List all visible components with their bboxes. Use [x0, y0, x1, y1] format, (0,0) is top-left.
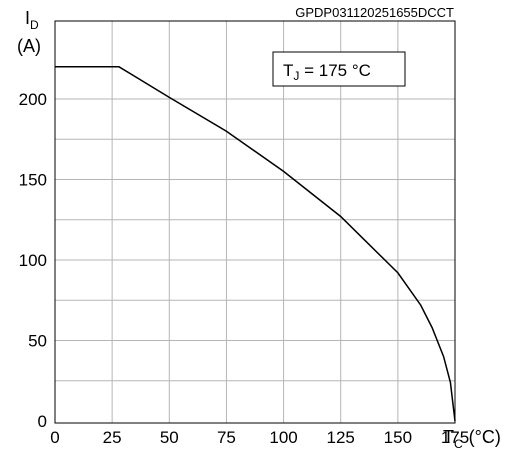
x-tick-label: 150 [384, 428, 412, 447]
x-tick-label: 75 [217, 428, 236, 447]
y-tick-label: 150 [19, 171, 47, 190]
annotation-label: TJ = 175 °C [283, 61, 371, 83]
x-tick-label: 50 [160, 428, 179, 447]
annotation-box [272, 51, 406, 87]
y-tick-label: 200 [19, 90, 47, 109]
x-tick-label: 125 [327, 428, 355, 447]
y-axis-symbol: ID [25, 8, 39, 32]
x-tick-label: 175 [441, 428, 469, 447]
grid [55, 21, 455, 423]
x-tick-label: 100 [269, 428, 297, 447]
x-axis-label: TC (°C) [443, 427, 501, 450]
y-tick-label: 100 [19, 251, 47, 270]
series-line [55, 66, 456, 422]
x-tick-label: 25 [103, 428, 122, 447]
plot-frame [54, 20, 456, 424]
tick-labels: 0 25 50 75 100 125 150 175 0 50 100 150 200 [19, 90, 470, 447]
x-tick-label: 0 [50, 428, 59, 447]
y-tick-label: 50 [28, 332, 47, 351]
chart-code: GPDP031120251655DCCT [295, 5, 454, 20]
y-axis-unit: (A) [17, 36, 41, 56]
y-tick-label: 0 [38, 412, 47, 431]
